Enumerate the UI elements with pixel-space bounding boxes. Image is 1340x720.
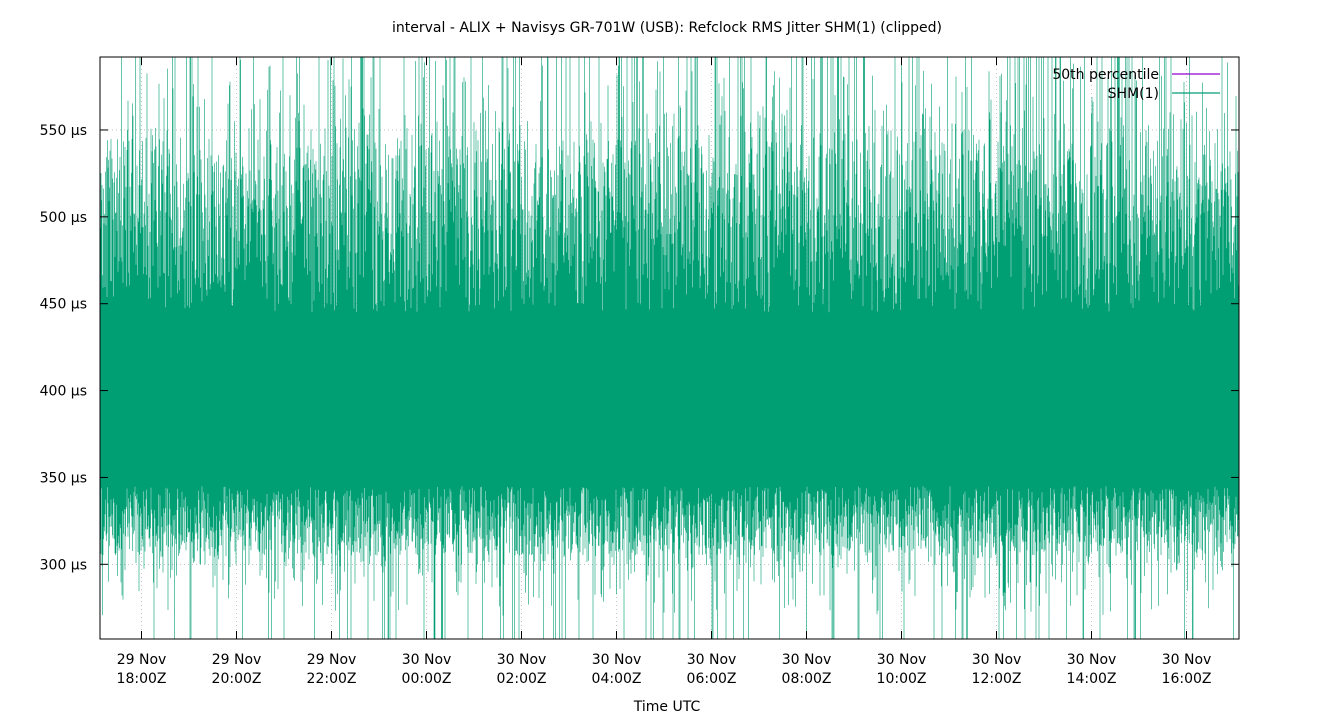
x-tick-label-date: 30 Nov [782,652,832,668]
x-tick-label-date: 29 Nov [212,652,262,668]
x-tick-label-time: 02:00Z [497,671,547,687]
x-tick-label-time: 10:00Z [877,671,927,687]
y-tick-label: 450 µs [40,297,87,313]
x-tick-label-date: 30 Nov [592,652,642,668]
x-tick-label-date: 30 Nov [1067,652,1117,668]
y-axis: 300 µs 350 µs 400 µs 450 µs 500 µs 550 µs [40,123,1239,573]
chart-title: interval - ALIX + Navisys GR-701W (USB):… [392,20,942,36]
x-tick-label-date: 30 Nov [687,652,737,668]
x-tick-label-time: 22:00Z [307,671,357,687]
plot-border [99,56,1240,640]
legend: 50th percentile SHM(1) [1052,67,1220,102]
x-tick-label-date: 30 Nov [972,652,1022,668]
x-tick-label-time: 16:00Z [1162,671,1212,687]
x-tick-label-time: 20:00Z [212,671,262,687]
y-tick-label: 400 µs [40,384,87,400]
y-tick-label: 550 µs [40,123,87,139]
x-tick-label-time: 18:00Z [117,671,167,687]
x-tick-label-date: 29 Nov [117,652,167,668]
y-tick-label: 300 µs [40,557,87,573]
shm1-series [100,57,1239,639]
x-tick-label-time: 14:00Z [1067,671,1117,687]
x-tick-label-date: 30 Nov [497,652,547,668]
x-tick-label-date: 30 Nov [402,652,452,668]
x-tick-label-time: 04:00Z [592,671,642,687]
y-tick-label: 350 µs [40,470,87,486]
x-tick-label-date: 30 Nov [877,652,927,668]
x-tick-label-time: 08:00Z [782,671,832,687]
x-tick-label-date: 29 Nov [307,652,357,668]
x-axis-label: Time UTC [633,699,701,715]
legend-label-50th-percentile: 50th percentile [1052,67,1159,83]
x-axis: 29 Nov 18:00Z 29 Nov 20:00Z 29 Nov 22:00Z 30 N… [117,57,1212,687]
legend-label-shm1: SHM(1) [1108,86,1159,102]
x-tick-label-time: 12:00Z [972,671,1022,687]
x-tick-label-time: 06:00Z [687,671,737,687]
y-tick-label: 500 µs [40,210,87,226]
x-tick-label-time: 00:00Z [402,671,452,687]
x-tick-label-date: 30 Nov [1162,652,1212,668]
